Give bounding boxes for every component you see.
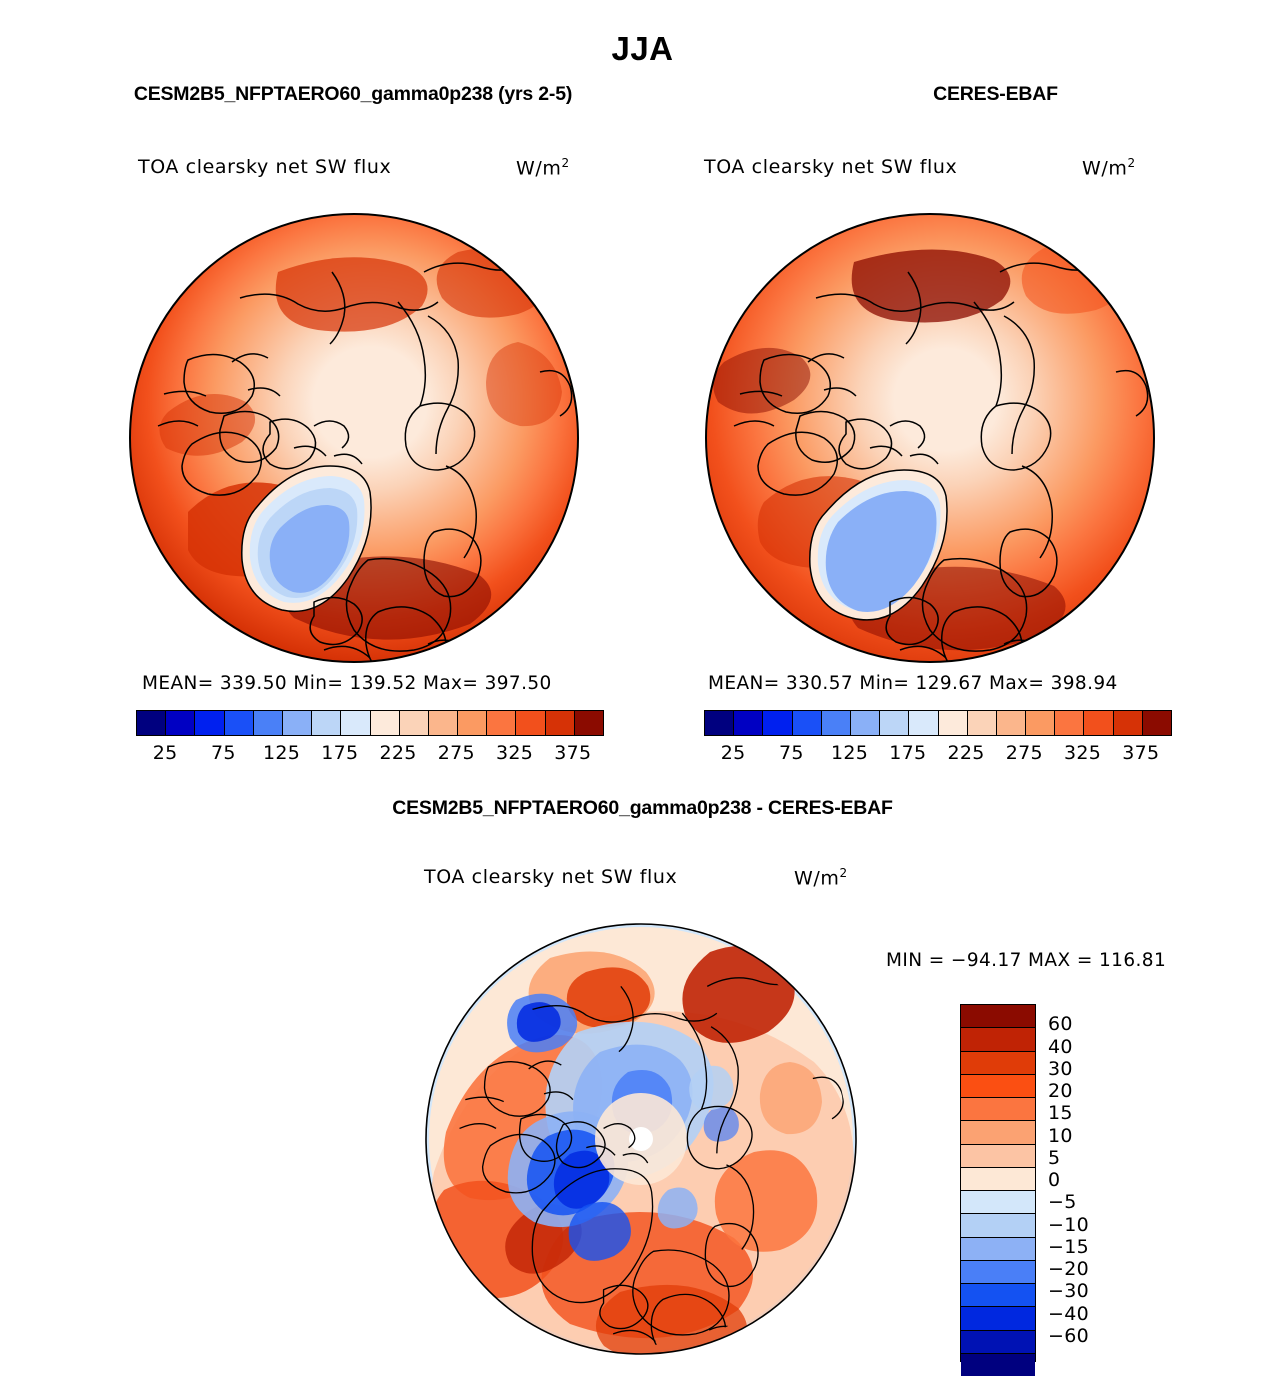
colorbar-tick-label: 25 (720, 742, 746, 764)
colorbar-tick-label: 10 (1048, 1124, 1073, 1147)
colorbar-cell (428, 711, 459, 735)
colorbar-tick-label: 5 (1048, 1146, 1061, 1169)
colorbar-cell (880, 711, 910, 735)
colorbar-cell (961, 1144, 1035, 1168)
units-label-obs: W/m2 (1082, 156, 1136, 180)
colorbar-tick-label: 125 (831, 742, 869, 764)
colorbar-tick-label: 225 (947, 742, 985, 764)
colorbar-cell (545, 711, 575, 735)
colorbar-cell (1142, 711, 1171, 735)
page-title: JJA (611, 30, 674, 67)
colorbar-tick-label: 20 (1048, 1080, 1073, 1102)
colorbar-cell (763, 711, 793, 735)
colorbar-tick-label: 275 (437, 742, 475, 764)
colorbar-tick-label: 375 (1122, 742, 1160, 764)
colorbar-cell (961, 1284, 1035, 1308)
colorbar-cell (996, 711, 1027, 735)
colorbar-tick-label: 375 (554, 742, 592, 764)
colorbar-tick-label: −20 (1048, 1258, 1089, 1280)
polar-map-diff (424, 922, 858, 1356)
colorbar-cell (1084, 711, 1114, 735)
colorbar-tick-label: 175 (321, 742, 359, 764)
colorbar-tick-label: 275 (1005, 742, 1043, 764)
colorbar-cell (961, 1353, 1035, 1376)
colorbar-cell (961, 1074, 1035, 1098)
colorbar-cell (370, 711, 400, 735)
colorbar-tick-label: 175 (889, 742, 927, 764)
colorbar-tick-label: 325 (496, 742, 534, 764)
colorbar-cell (961, 1051, 1035, 1075)
stats-obs: MEAN= 330.57 Min= 129.67 Max= 398.94 (708, 673, 1118, 694)
colorbar-cell (458, 711, 488, 735)
colorbar-tick-label: 30 (1048, 1057, 1073, 1080)
colorbar-cell (341, 711, 371, 735)
colorbar-cell (961, 1307, 1035, 1331)
colorbar-cell (705, 711, 735, 735)
colorbar-tick-label: −15 (1048, 1235, 1089, 1258)
variable-label-obs: TOA clearsky net SW flux (704, 156, 958, 178)
colorbar-cell (961, 1167, 1035, 1191)
colorbar-cell (792, 711, 822, 735)
colorbar-cell (1055, 711, 1085, 735)
colorbar-tick-label: 0 (1048, 1169, 1061, 1191)
colorbar-cell (312, 711, 342, 735)
colorbar-cell (487, 711, 517, 735)
colorbar-cell (166, 711, 196, 735)
colorbar-cell (137, 711, 167, 735)
colorbar-tick-label: −5 (1048, 1191, 1077, 1214)
colorbar-tick-label: 40 (1048, 1035, 1073, 1058)
colorbar-cell (850, 711, 881, 735)
colorbar-cell (938, 711, 968, 735)
colorbar-tick-label: 125 (263, 742, 301, 764)
colorbar-tick-label: 25 (152, 742, 178, 764)
stats-model: MEAN= 339.50 Min= 139.52 Max= 397.50 (142, 673, 552, 694)
units-label-model: W/m2 (516, 156, 570, 180)
colorbar-cell (574, 711, 603, 735)
variable-label-diff: TOA clearsky net SW flux (424, 866, 678, 888)
colorbar-cell (961, 1214, 1035, 1238)
colorbar-cell (961, 1260, 1035, 1284)
polar-map-model (128, 212, 580, 664)
colorbar-cell (516, 711, 546, 735)
colorbar-tick-label: 60 (1048, 1013, 1073, 1036)
colorbar-tick-label: −10 (1048, 1213, 1089, 1236)
colorbar-tick-label: 75 (778, 742, 804, 764)
colorbar-cell (967, 711, 997, 735)
panel-title-obs: CERES-EBAF (933, 83, 1058, 105)
polar-map-obs (704, 212, 1156, 664)
colorbar-cell (961, 1005, 1035, 1029)
panel-title-model: CESM2B5_NFPTAERO60_gamma0p238 (yrs 2-5) (133, 83, 573, 105)
colorbar-cell (909, 711, 939, 735)
colorbar-tick-label: 75 (210, 742, 236, 764)
units-label-diff: W/m2 (794, 866, 848, 890)
colorbar-cell (961, 1237, 1035, 1261)
colorbar-cell (961, 1028, 1035, 1052)
colorbar-cell (961, 1191, 1035, 1215)
colorbar-cell (1113, 711, 1143, 735)
colorbar-cell (1026, 711, 1056, 735)
panel-title-diff: CESM2B5_NFPTAERO60_gamma0p238 - CERES-EB… (392, 797, 893, 819)
variable-label-model: TOA clearsky net SW flux (138, 156, 392, 178)
colorbar-cell (961, 1330, 1035, 1354)
colorbar-cell (821, 711, 851, 735)
colorbar-cell (282, 711, 313, 735)
colorbar-cell (734, 711, 764, 735)
colorbar-cell (224, 711, 254, 735)
colorbar-tick-label: −30 (1048, 1280, 1089, 1303)
colorbar-tick-label: 225 (379, 742, 417, 764)
colorbar-tick-label: −60 (1048, 1324, 1089, 1347)
stats-diff: MIN = −94.17 MAX = 116.81 (886, 950, 1167, 971)
colorbar-cell (399, 711, 429, 735)
colorbar-tick-label: −40 (1048, 1302, 1089, 1325)
colorbar-cell (961, 1098, 1035, 1122)
colorbar-cell (253, 711, 283, 735)
colorbar-cell (195, 711, 225, 735)
colorbar-cell (961, 1121, 1035, 1145)
colorbar-tick-label: 325 (1064, 742, 1102, 764)
colorbar-tick-label: 15 (1048, 1102, 1073, 1125)
